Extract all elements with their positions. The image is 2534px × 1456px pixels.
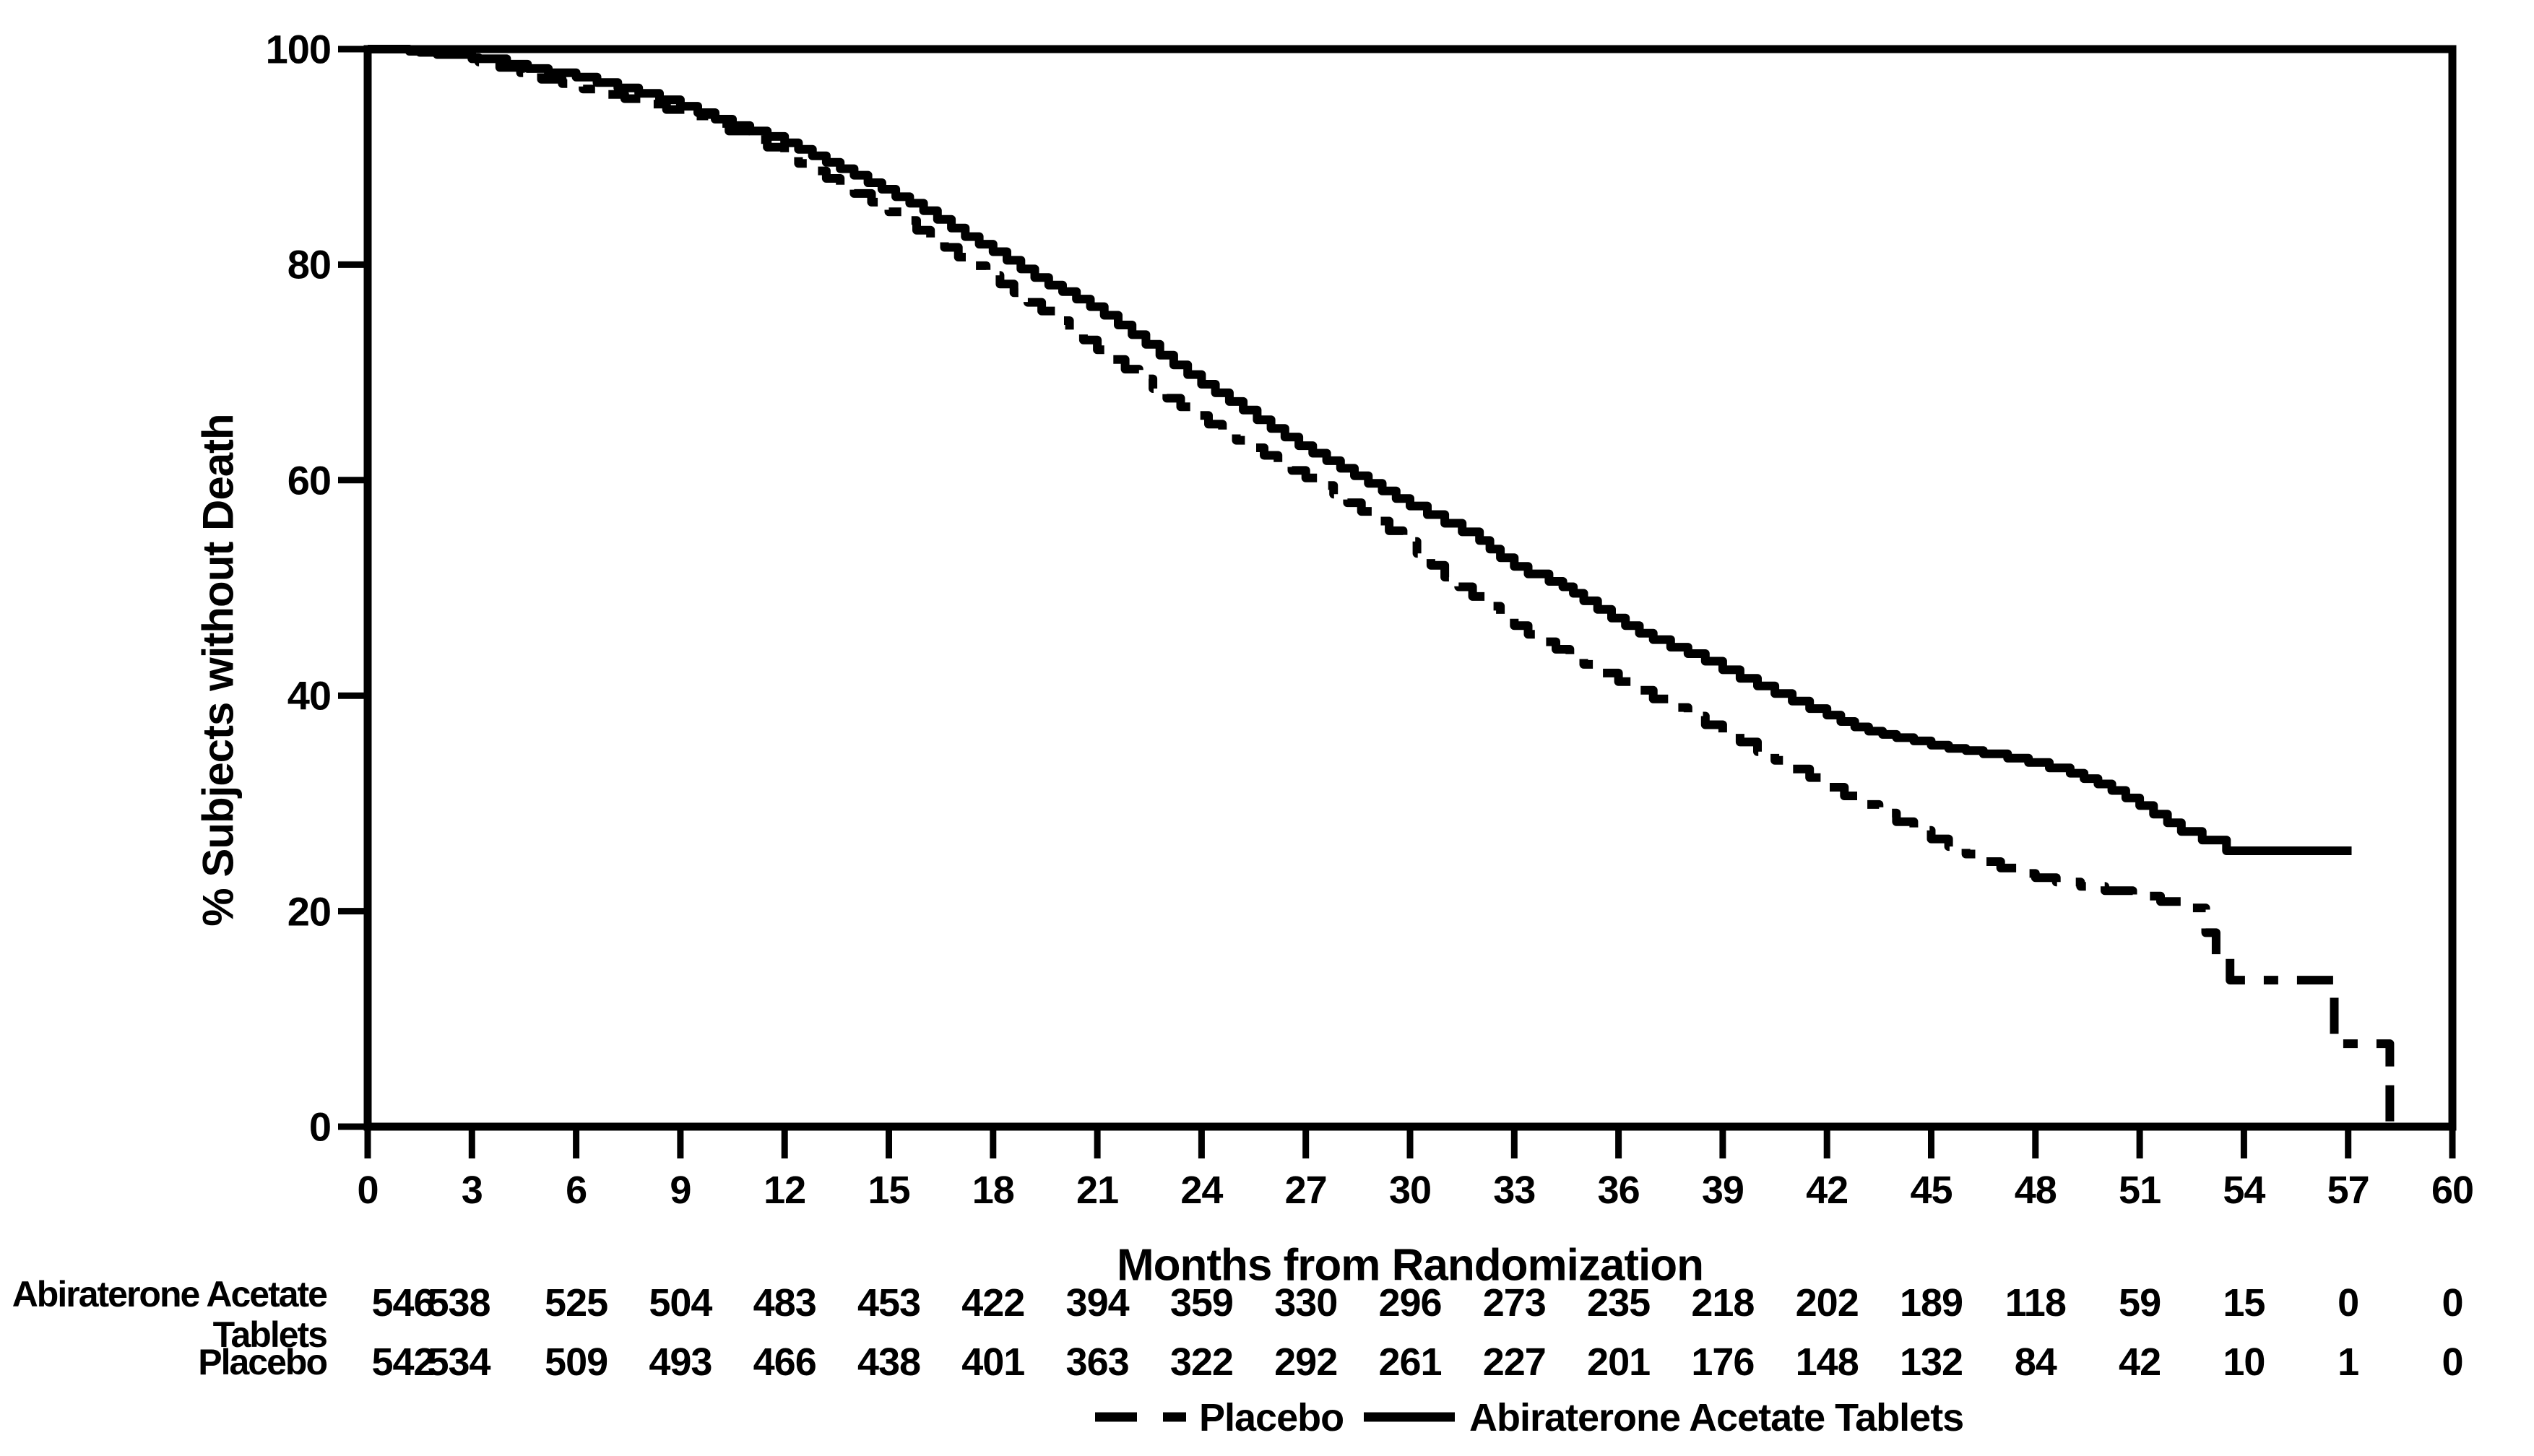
risk-count: 509 bbox=[545, 1340, 608, 1384]
risk-row-label-abiraterone-line1: Abiraterone Acetate bbox=[12, 1274, 328, 1314]
legend-label-abiraterone: Abiraterone Acetate Tablets bbox=[1469, 1396, 1964, 1439]
risk-count: 148 bbox=[1795, 1340, 1859, 1384]
risk-count: 525 bbox=[545, 1281, 608, 1325]
axis-ticks bbox=[338, 46, 2456, 1158]
risk-count: 227 bbox=[1482, 1340, 1547, 1384]
y-axis-title: % Subjects without Death bbox=[194, 414, 243, 927]
x-tick-label: 27 bbox=[1284, 1169, 1328, 1212]
risk-count: 296 bbox=[1378, 1281, 1442, 1325]
x-tick-label: 6 bbox=[566, 1169, 587, 1212]
risk-count: 438 bbox=[857, 1340, 921, 1384]
risk-count: 0 bbox=[2338, 1281, 2359, 1325]
risk-count: 202 bbox=[1795, 1281, 1859, 1325]
risk-count: 235 bbox=[1587, 1281, 1651, 1325]
risk-count: 453 bbox=[857, 1281, 921, 1325]
x-tick-label: 33 bbox=[1493, 1169, 1536, 1212]
risk-count: 118 bbox=[2005, 1281, 2067, 1325]
x-tick-label: 30 bbox=[1388, 1169, 1432, 1212]
risk-count: 504 bbox=[649, 1281, 712, 1325]
x-tick-label: 12 bbox=[764, 1169, 806, 1212]
x-tick-label: 15 bbox=[868, 1169, 910, 1212]
risk-count: 84 bbox=[2014, 1340, 2057, 1384]
risk-count: 189 bbox=[1899, 1281, 1963, 1325]
y-tick-label: 40 bbox=[287, 672, 332, 719]
risk-count: 466 bbox=[753, 1340, 817, 1384]
risk-row-label-abiraterone-line2: Tablets bbox=[212, 1314, 328, 1355]
x-tick-label: 3 bbox=[461, 1169, 483, 1212]
y-tick-label: 20 bbox=[287, 888, 332, 935]
risk-count: 493 bbox=[649, 1340, 712, 1384]
x-tick-label: 21 bbox=[1076, 1169, 1119, 1212]
risk-count: 483 bbox=[753, 1281, 817, 1325]
risk-count: 201 bbox=[1587, 1340, 1651, 1384]
x-tick-label: 51 bbox=[2119, 1169, 2161, 1212]
y-tick-label: 80 bbox=[287, 241, 332, 287]
placebo-curve bbox=[368, 45, 2395, 1127]
risk-count: 546 bbox=[371, 1281, 435, 1325]
risk-count: 10 bbox=[2223, 1340, 2265, 1384]
risk-count: 132 bbox=[1899, 1340, 1963, 1384]
y-tick-label: 60 bbox=[287, 457, 332, 503]
x-tick-label: 60 bbox=[2431, 1169, 2474, 1212]
legend-label-placebo: Placebo bbox=[1199, 1396, 1344, 1439]
risk-count: 534 bbox=[427, 1340, 490, 1384]
risk-count: 42 bbox=[2119, 1340, 2161, 1384]
x-tick-label: 36 bbox=[1597, 1169, 1640, 1212]
risk-count: 322 bbox=[1169, 1340, 1234, 1384]
risk-count: 538 bbox=[427, 1281, 490, 1325]
x-tick-label: 45 bbox=[1910, 1169, 1953, 1212]
risk-count: 273 bbox=[1482, 1281, 1547, 1325]
x-tick-label: 0 bbox=[357, 1169, 379, 1212]
y-tick-label: 100 bbox=[265, 26, 332, 72]
survival-curves bbox=[368, 45, 2395, 1127]
risk-count: 401 bbox=[961, 1340, 1025, 1384]
risk-count: 422 bbox=[961, 1281, 1025, 1325]
plot-frame-box bbox=[363, 45, 2457, 1131]
risk-count: 363 bbox=[1065, 1340, 1130, 1384]
risk-count: 330 bbox=[1274, 1281, 1338, 1325]
risk-count: 0 bbox=[2442, 1281, 2463, 1325]
risk-count: 0 bbox=[2442, 1340, 2463, 1384]
y-tick-label: 0 bbox=[308, 1104, 332, 1150]
risk-count: 394 bbox=[1065, 1281, 1130, 1325]
risk-count: 1 bbox=[2338, 1340, 2359, 1384]
risk-count: 15 bbox=[2223, 1281, 2265, 1325]
risk-count: 542 bbox=[371, 1340, 435, 1384]
x-axis-title: Months from Randomization bbox=[1117, 1240, 1704, 1291]
risk-count: 292 bbox=[1274, 1340, 1338, 1384]
x-tick-label: 24 bbox=[1180, 1169, 1223, 1212]
x-tick-label: 9 bbox=[670, 1169, 691, 1212]
risk-count: 218 bbox=[1691, 1281, 1755, 1325]
x-tick-label: 39 bbox=[1701, 1169, 1744, 1212]
risk-row-label-placebo: Placebo bbox=[198, 1342, 328, 1382]
x-tick-label: 48 bbox=[2014, 1169, 2057, 1212]
x-tick-label: 57 bbox=[2327, 1169, 2370, 1212]
plot-frame bbox=[363, 45, 2457, 1131]
risk-count: 261 bbox=[1378, 1340, 1442, 1384]
x-tick-label: 18 bbox=[972, 1169, 1015, 1212]
risk-count: 359 bbox=[1169, 1281, 1234, 1325]
risk-count: 59 bbox=[2119, 1281, 2161, 1325]
x-tick-label: 42 bbox=[1806, 1169, 1848, 1212]
abiraterone-curve bbox=[368, 45, 2352, 855]
risk-count: 176 bbox=[1691, 1340, 1755, 1384]
x-tick-label: 54 bbox=[2223, 1169, 2265, 1212]
